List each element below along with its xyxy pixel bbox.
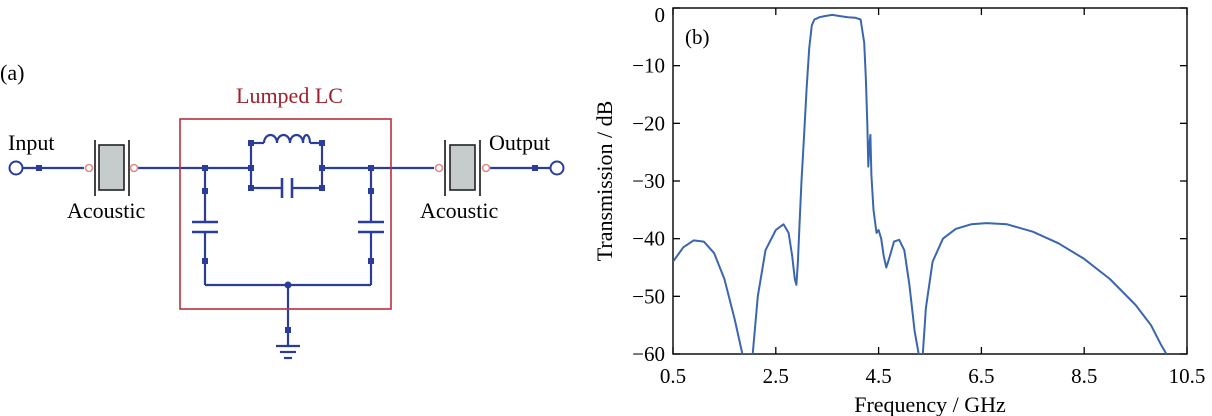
series-layer bbox=[673, 13, 1168, 354]
right-acoustic-resonator bbox=[434, 140, 491, 196]
circuit-panel: (a) bbox=[0, 60, 565, 360]
x-tick-label: 10.5 bbox=[1169, 364, 1206, 388]
plot-frame bbox=[672, 7, 1188, 355]
x-tick-label: 0.5 bbox=[660, 364, 686, 388]
lumped-lc-label: Lumped LC bbox=[236, 83, 343, 108]
transmission-curve bbox=[673, 13, 1168, 354]
tank-capacitor bbox=[280, 178, 294, 198]
y-tick-label: −50 bbox=[632, 284, 665, 308]
y-axis-title: Transmission / dB bbox=[592, 101, 617, 262]
junction-dots bbox=[36, 140, 538, 333]
input-port-icon bbox=[8, 160, 24, 176]
series-group bbox=[673, 13, 1168, 354]
x-axis-title: Frequency / GHz bbox=[854, 392, 1006, 416]
y-tick-label: −10 bbox=[632, 54, 665, 78]
panel-a-label: (a) bbox=[0, 60, 24, 85]
x-tick-label: 6.5 bbox=[968, 364, 994, 388]
x-tick-label: 4.5 bbox=[865, 364, 891, 388]
y-tick-label: −40 bbox=[632, 227, 665, 251]
y-tick-label: 0 bbox=[655, 3, 666, 27]
transmission-chart: 0.5 2.5 4.5 6.5 8.5 10.5 0 −10 −20 −30 −40 −50 −60 (… bbox=[592, 3, 1205, 416]
lumped-lc-box bbox=[179, 118, 392, 310]
left-shunt-capacitor bbox=[192, 220, 218, 234]
x-tick-label: 8.5 bbox=[1071, 364, 1097, 388]
output-port-icon bbox=[549, 160, 565, 176]
panel-b-label: (b) bbox=[685, 25, 710, 49]
y-tick-label: −20 bbox=[632, 111, 665, 135]
ground-icon bbox=[276, 344, 300, 360]
y-tick-label: −30 bbox=[632, 169, 665, 193]
output-label: Output bbox=[489, 130, 550, 155]
y-tick-label: −60 bbox=[632, 342, 665, 366]
input-label: Input bbox=[8, 130, 54, 155]
right-shunt-capacitor bbox=[358, 220, 384, 234]
left-acoustic-resonator bbox=[84, 140, 139, 196]
right-acoustic-label: Acoustic bbox=[420, 198, 498, 223]
inductor-symbol bbox=[262, 133, 312, 144]
x-tick-label: 2.5 bbox=[763, 364, 789, 388]
axis-ticks: 0.5 2.5 4.5 6.5 8.5 10.5 0 −10 −20 −30 −40 −50 −60 bbox=[632, 3, 1205, 388]
left-acoustic-label: Acoustic bbox=[67, 198, 145, 223]
